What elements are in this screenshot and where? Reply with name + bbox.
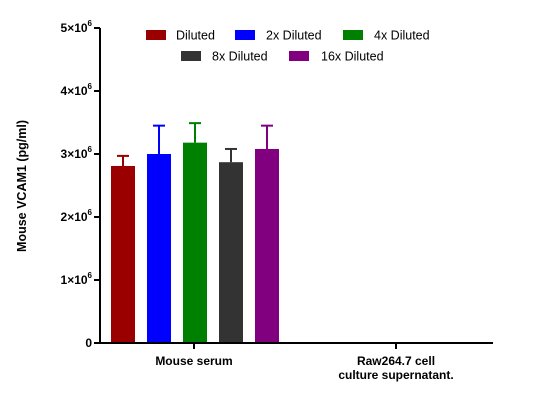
y-tick-exponent: 6 xyxy=(88,19,93,28)
legend: Diluted 2x Diluted 4x Diluted 8x Diluted 16x… xyxy=(146,29,430,64)
y-tick-label: 2×106 xyxy=(61,208,93,224)
y-tick-exponent: 6 xyxy=(88,145,93,154)
y-axis-title: Mouse VCAM1 (pg/ml) xyxy=(15,120,29,252)
legend-label: 16x Diluted xyxy=(321,50,384,64)
legend-swatch xyxy=(146,30,166,40)
bar xyxy=(219,162,243,343)
legend-swatch xyxy=(181,51,201,61)
y-axis: 0 1×106 2×106 3×106 4×106 5×106 xyxy=(61,19,101,350)
y-tick-label: 1×106 xyxy=(61,271,93,287)
legend-label: 2x Diluted xyxy=(266,29,322,43)
y-tick-label: 3×106 xyxy=(61,145,93,161)
x-axis: Mouse serum Raw264.7 cell culture supernat… xyxy=(100,342,493,382)
legend-label: 8x Diluted xyxy=(212,50,268,64)
legend-label: Diluted xyxy=(176,29,215,43)
legend-swatch xyxy=(235,30,255,40)
y-tick-label: 4×106 xyxy=(61,82,93,98)
y-tick-label: 0 xyxy=(85,336,92,350)
bar xyxy=(255,148,279,343)
y-tick-label: 5×106 xyxy=(61,19,93,35)
bars xyxy=(111,142,279,343)
y-tick-exponent: 6 xyxy=(88,208,93,217)
bar xyxy=(183,142,207,343)
x-category-label: Raw264.7 cell culture supernatant. xyxy=(338,354,453,382)
legend-swatch xyxy=(343,30,363,40)
y-tick-exponent: 6 xyxy=(88,271,93,280)
error-bars xyxy=(117,122,273,166)
legend-label: 4x Diluted xyxy=(374,29,430,43)
bar xyxy=(111,165,135,343)
legend-swatch xyxy=(289,51,309,61)
bar xyxy=(147,154,171,343)
x-category-label: Mouse serum xyxy=(155,354,232,368)
y-tick-exponent: 6 xyxy=(88,82,93,91)
